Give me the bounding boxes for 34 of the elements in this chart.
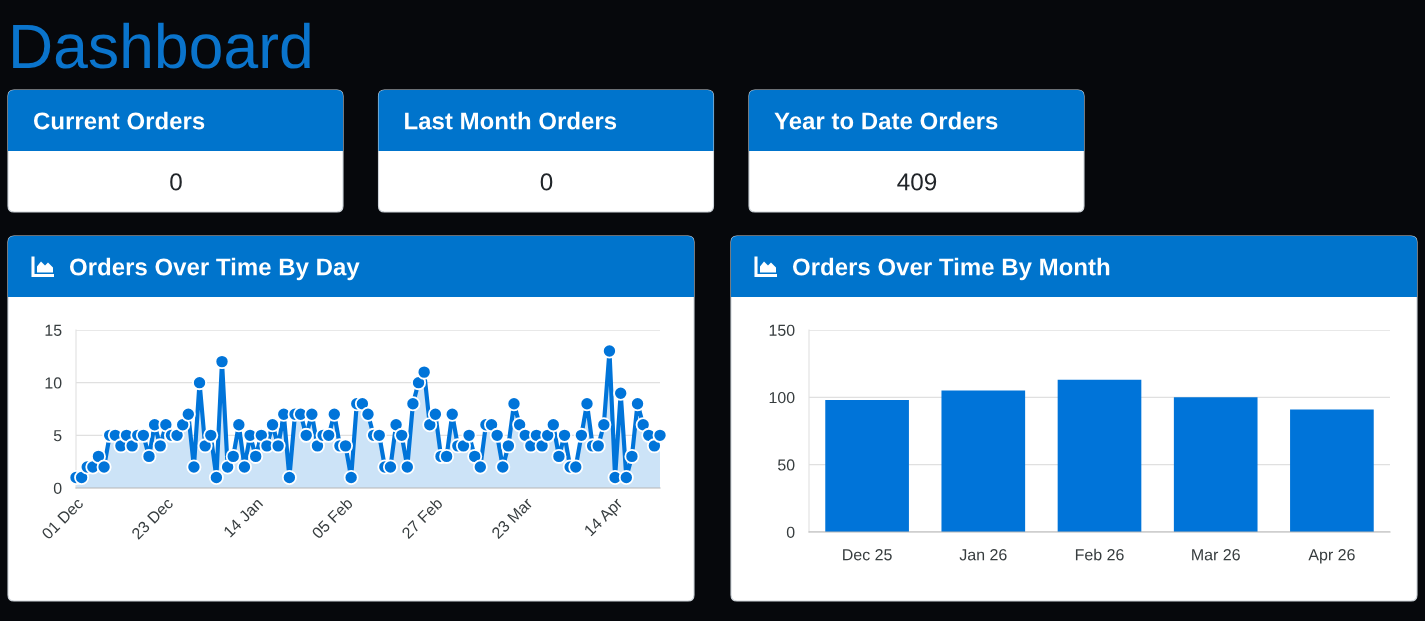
bar — [825, 400, 909, 532]
y-tick-label: 10 — [45, 377, 62, 389]
text: Dashboard — [13, 22, 310, 69]
chart-title: Orders Over Time By Day — [69, 257, 360, 281]
x-tick-label: Dec 25 — [843, 549, 892, 561]
y-tick-label: 100 — [769, 391, 795, 404]
y-tick-label: 50 — [777, 459, 795, 471]
x-tick-label: Apr 26 — [1308, 549, 1355, 564]
text: Year to Date Orders — [774, 111, 998, 130]
x-tick-label: Mar 26 — [1192, 549, 1240, 561]
text: 409 — [897, 173, 937, 191]
text: 0 — [170, 173, 182, 191]
y-tick-label: 0 — [786, 526, 795, 538]
x-tick-label: Feb 26 — [1075, 548, 1124, 561]
text: Current Orders — [33, 111, 205, 130]
bar — [1290, 409, 1374, 532]
x-tick-label: 23 Dec — [130, 496, 174, 540]
x-tick-label: 14 Apr — [583, 496, 626, 539]
text: 0 — [540, 173, 553, 191]
y-tick-label: 15 — [45, 324, 62, 336]
text: Last Month Orders — [405, 111, 617, 130]
x-tick-label: 05 Feb — [310, 496, 354, 540]
bar — [941, 390, 1026, 532]
x-tick-label: 14 Jan — [223, 497, 264, 538]
bar — [1173, 397, 1258, 532]
x-tick-label: 27 Feb — [400, 496, 444, 540]
y-tick-label: 5 — [53, 430, 62, 442]
x-tick-label: 01 Dec — [40, 496, 84, 540]
bar — [1057, 379, 1142, 532]
chart-title: Orders Over Time By Month — [792, 257, 1110, 281]
y-tick-label: 150 — [769, 324, 795, 336]
x-tick-label: 23 Mar — [490, 496, 534, 540]
x-tick-label: Jan 26 — [959, 549, 1007, 561]
y-tick-label: 0 — [53, 482, 62, 494]
